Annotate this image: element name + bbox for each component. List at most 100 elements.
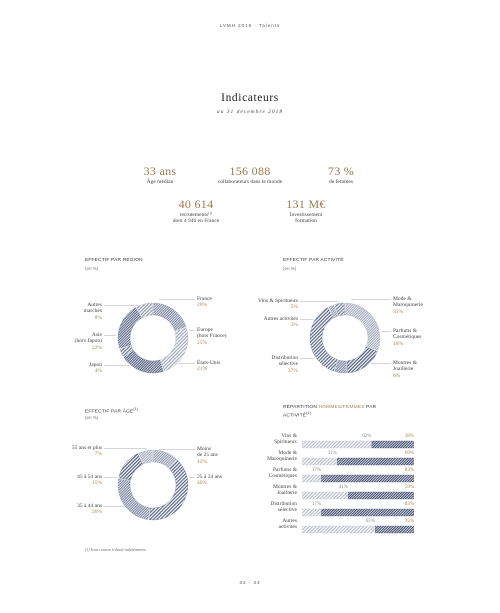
slice-value: 5% bbox=[290, 304, 298, 311]
donut-segment bbox=[149, 459, 189, 521]
kpi-value: 73 % bbox=[327, 164, 355, 178]
donut-segment bbox=[136, 302, 153, 318]
donut-segment bbox=[138, 449, 153, 465]
slice-value: 18% bbox=[393, 340, 404, 347]
page-number: 32 - 33 bbox=[239, 580, 261, 585]
slice-label: Parfums & Cosmétiques 18% bbox=[393, 328, 421, 347]
donut-segment bbox=[328, 304, 338, 318]
slice-value: 21% bbox=[197, 366, 208, 373]
slice-category: Autres marchés bbox=[83, 302, 102, 315]
slice-label: France 20% bbox=[197, 296, 212, 309]
slice-label: 25 à 34 ans 40% bbox=[197, 474, 222, 487]
slice-category: États-Unis bbox=[197, 360, 221, 366]
slice-value: 37% bbox=[287, 367, 298, 374]
bar-segment bbox=[302, 525, 375, 534]
slice-value: 20% bbox=[197, 302, 208, 309]
slice-value: 4% bbox=[94, 368, 102, 375]
slice-label: Autres marchés 8% bbox=[84, 302, 102, 321]
kpi-label: Investissement formation bbox=[289, 212, 323, 225]
donut-segment bbox=[118, 453, 144, 481]
chart-title-text: EFFECTIF PAR ÂGE bbox=[85, 409, 134, 415]
donut-segment bbox=[309, 307, 338, 372]
slice-label: Europe (hors France) 25% bbox=[197, 327, 226, 346]
slice-category: Europe (hors France) bbox=[197, 327, 227, 340]
donut-segment bbox=[345, 302, 381, 351]
bar-value-label: 69% bbox=[404, 451, 414, 456]
bar-segment bbox=[302, 474, 321, 483]
bar-category: Distribution sélective bbox=[270, 501, 297, 514]
kpi-label: Âge médian bbox=[146, 179, 174, 185]
chart-title-highlight: HOMMES/FEMMES bbox=[318, 405, 365, 410]
slice-value: 7% bbox=[94, 451, 102, 458]
slice-value: 15% bbox=[91, 480, 102, 487]
slice-category: Distribution sélective bbox=[271, 355, 298, 368]
slice-label: 55 ans et plus 7% bbox=[72, 445, 102, 458]
slice-value: 12% bbox=[197, 458, 208, 465]
slice-label: Mode & Maroquinerie 31% bbox=[393, 296, 423, 315]
slice-category: Autres activités bbox=[263, 316, 298, 322]
slice-category: Vins & Spiritueux bbox=[257, 298, 298, 304]
slice-value: 8% bbox=[94, 314, 102, 321]
bar-segment bbox=[321, 508, 414, 517]
bar-value-label: 59% bbox=[404, 485, 414, 490]
chart-title-text: EFFECTIF PAR ACTIVITÉ bbox=[283, 258, 344, 263]
slice-category: Montres & Joaillerie bbox=[393, 360, 417, 373]
bar-value-label: 83% bbox=[404, 502, 414, 507]
slice-category: Parfums & Cosmétiques bbox=[393, 328, 422, 341]
donut-segment bbox=[160, 327, 189, 372]
bar-value-label: 17% bbox=[311, 502, 322, 507]
slice-category: Mode & Maroquinerie bbox=[393, 296, 423, 309]
kpi-value: 40 614 bbox=[178, 197, 214, 211]
slice-label: Distribution sélective 37% bbox=[271, 355, 298, 374]
slice-value: 40% bbox=[197, 480, 208, 487]
chart-title: EFFECTIF PAR ACTIVITÉ bbox=[283, 258, 344, 264]
bar-segment bbox=[302, 440, 372, 449]
slice-value: 3% bbox=[290, 322, 298, 329]
bar-value-label: 31% bbox=[327, 451, 337, 456]
slice-label: Moins de 25 ans 12% bbox=[197, 446, 218, 465]
donut-segment bbox=[153, 449, 177, 469]
kpi-value: 33 ans bbox=[143, 164, 177, 178]
chart-title: EFFECTIF PAR RÉGION bbox=[85, 258, 143, 264]
bar-value-label: 83% bbox=[404, 468, 414, 473]
slice-label: Vins & Spiritueux 5% bbox=[258, 298, 298, 311]
kpi-label: de femmes bbox=[329, 179, 353, 185]
running-header: LVMH 2018 · Talents bbox=[219, 23, 281, 28]
slice-category: Asie (hors Japon) bbox=[74, 332, 102, 345]
slice-value: 31% bbox=[393, 308, 404, 315]
title-note: (1) bbox=[306, 410, 312, 415]
chart-subtitle: (en %) bbox=[283, 266, 297, 271]
slice-label: Autres activités 3% bbox=[264, 316, 298, 329]
slice-value: 26% bbox=[91, 509, 102, 516]
donut-segment bbox=[119, 345, 134, 357]
bar-segment bbox=[302, 491, 348, 500]
bar-category: Montres & Joaillerie bbox=[273, 484, 297, 497]
slice-value: 22% bbox=[91, 344, 102, 351]
bar-value-label: 35% bbox=[404, 519, 414, 524]
donut-segment bbox=[346, 346, 378, 374]
bar-category: Mode & Maroquinerie bbox=[267, 450, 297, 463]
bar-category: Vins & Spiritueux bbox=[274, 433, 297, 446]
chart-title-text: EFFECTIF PAR RÉGION bbox=[85, 258, 143, 263]
bar-value-label: 38% bbox=[404, 434, 414, 439]
kpi-value: 156 088 bbox=[229, 164, 271, 178]
title-note: (1) bbox=[133, 407, 139, 411]
chart-title-end: PAR ACTIVITÉ bbox=[283, 405, 377, 419]
footnote: (1) Sous contrat à durée indéterminée. bbox=[85, 547, 147, 552]
slice-value: 25% bbox=[197, 339, 208, 346]
bar-segment bbox=[302, 508, 321, 517]
bar-segment bbox=[336, 457, 414, 466]
bar-value-label: 65% bbox=[365, 519, 375, 524]
slice-category: Moins de 25 ans bbox=[197, 446, 218, 459]
bar-category: Autres activités bbox=[278, 518, 297, 531]
donut-segment bbox=[334, 359, 347, 374]
bar-category: Parfums & Cosmétiques bbox=[268, 467, 297, 480]
kpi-label: recrutements⁽¹⁾ dont 4 946 en France bbox=[172, 212, 220, 225]
donut-segment bbox=[117, 478, 150, 520]
bar-value-label: 17% bbox=[311, 468, 322, 473]
bar-segment bbox=[371, 440, 414, 449]
bar-value-label: 41% bbox=[338, 485, 348, 490]
page-title: Indicateurs bbox=[221, 92, 279, 104]
